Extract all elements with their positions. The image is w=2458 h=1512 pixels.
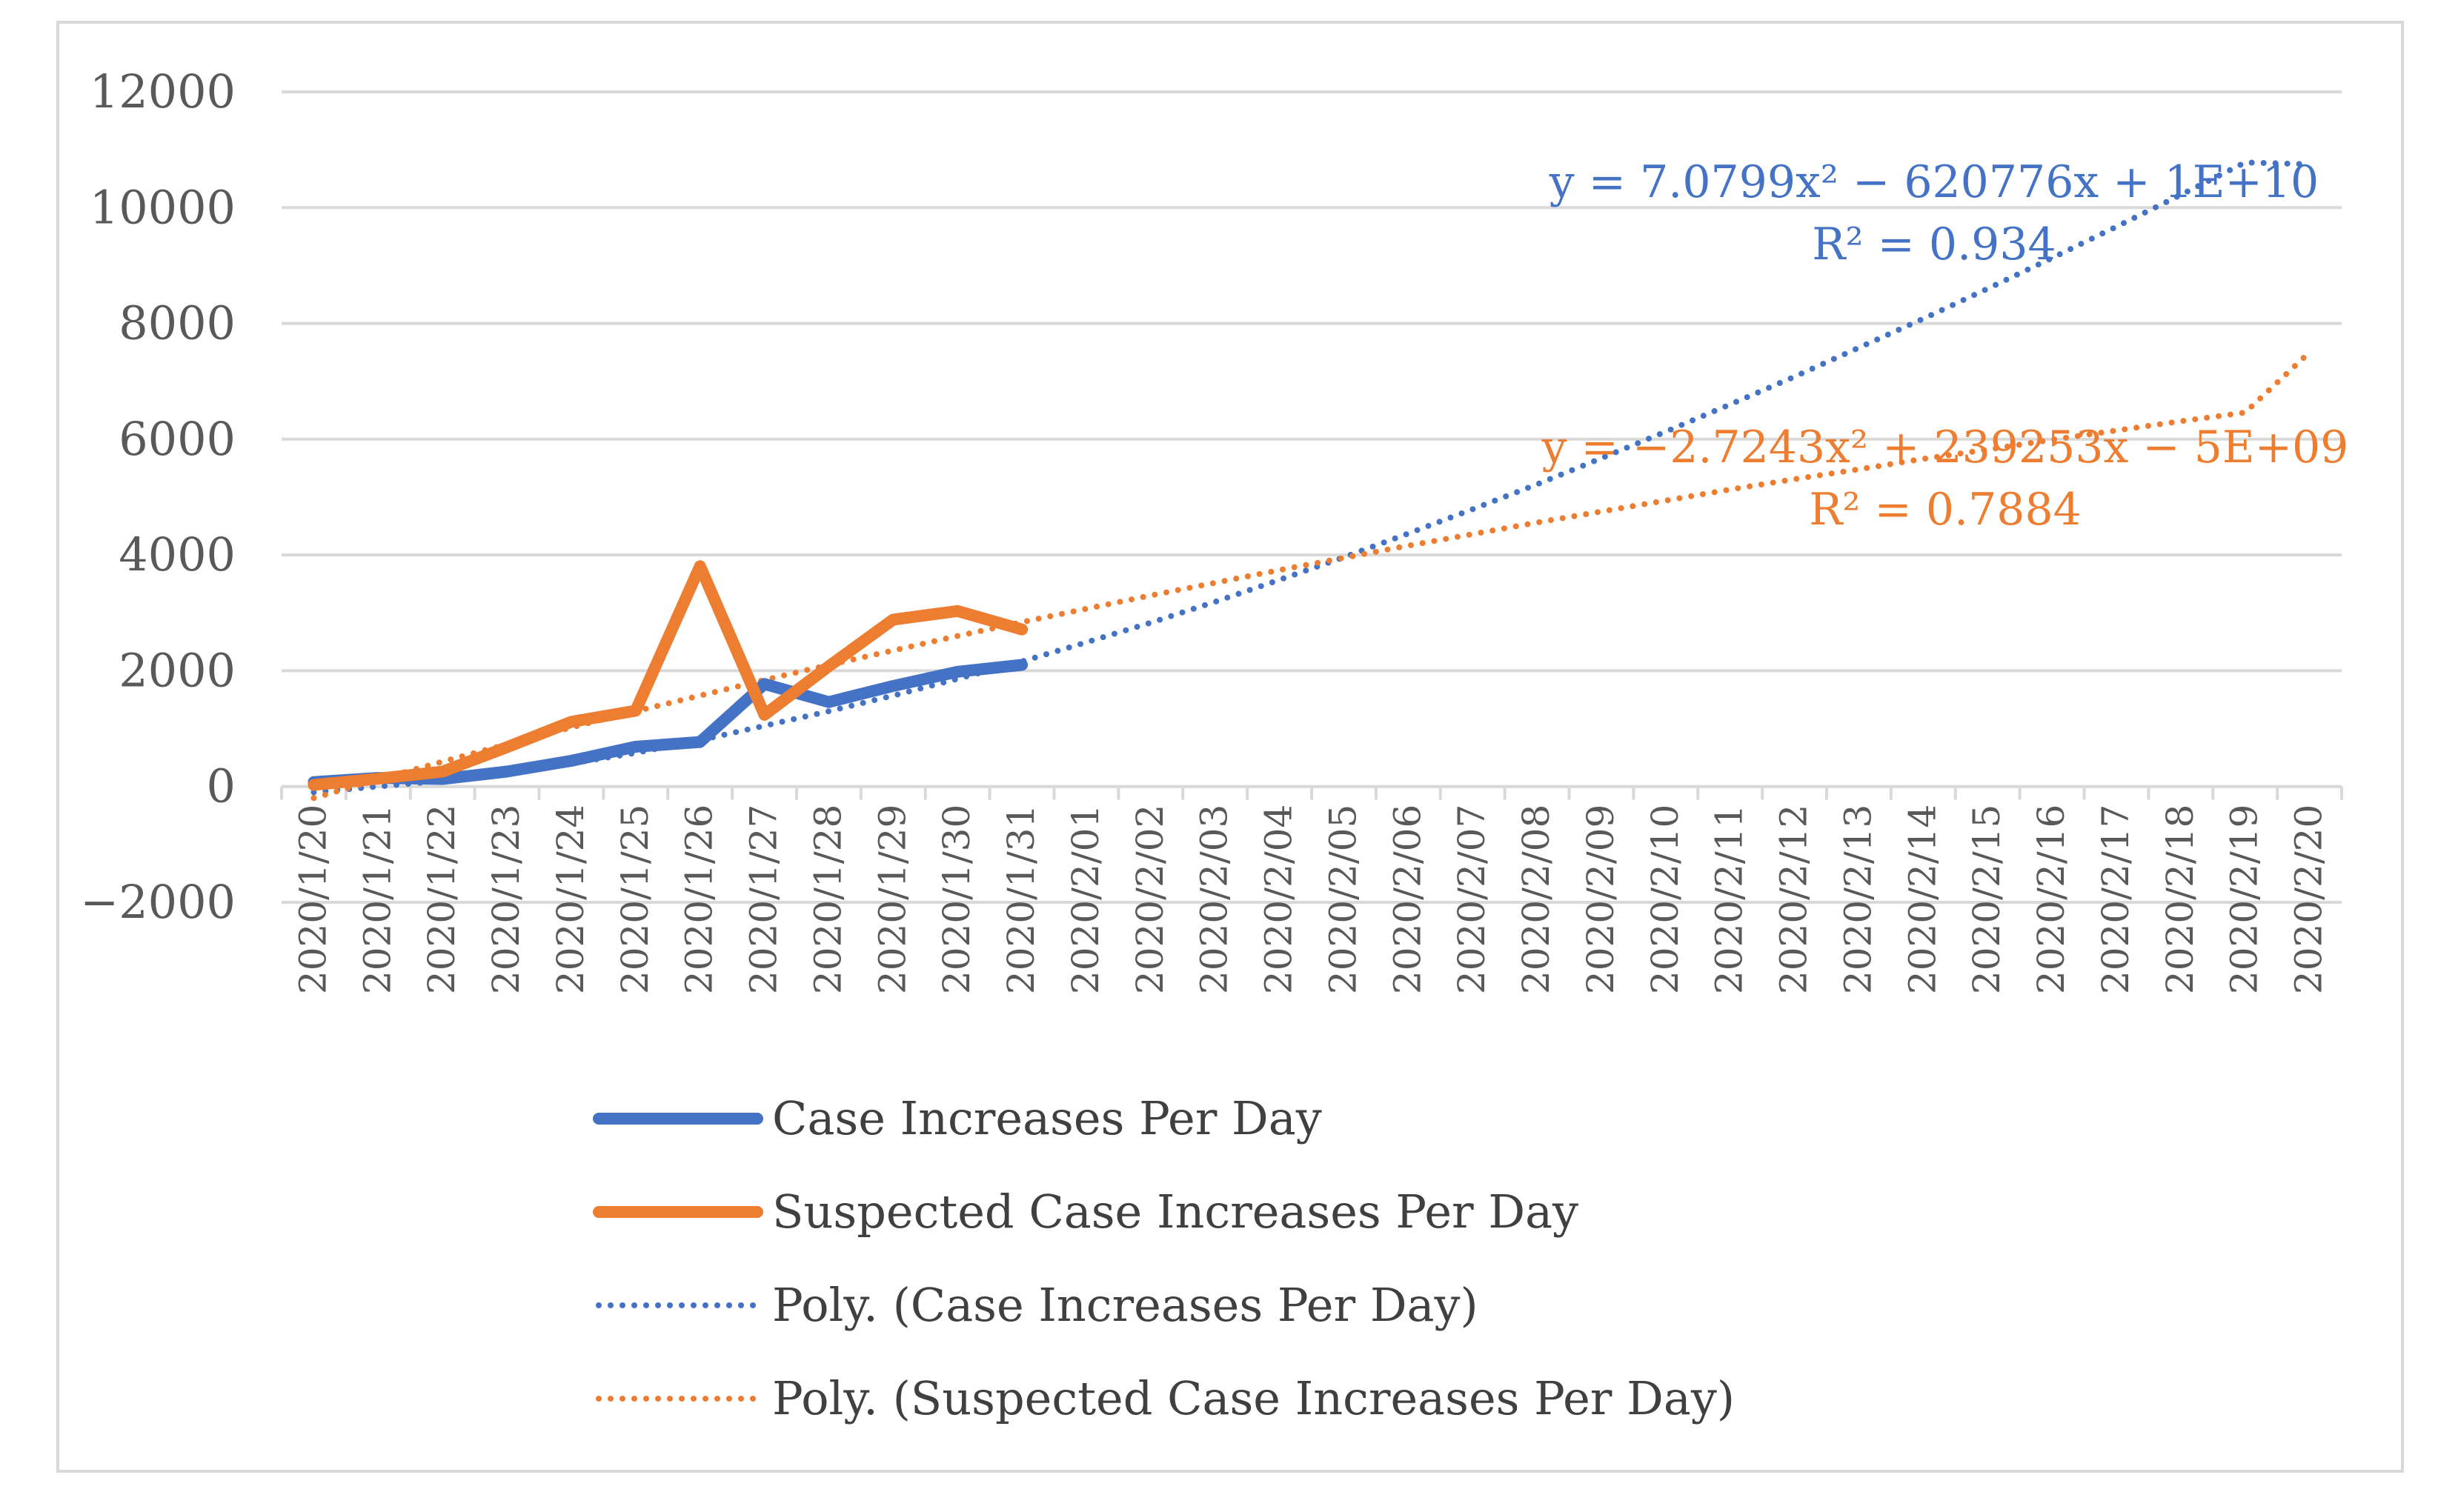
x-tick-label: 2020/2/11 xyxy=(1708,805,1751,994)
legend-label: Poly. (Suspected Case Increases Per Day) xyxy=(772,1371,1735,1425)
trendline-r2: R² = 0.934 xyxy=(1812,219,2056,270)
x-tick-label: 2020/2/17 xyxy=(2094,805,2137,994)
y-tick-label: 8000 xyxy=(119,296,236,350)
x-tick-label: 2020/2/06 xyxy=(1386,805,1429,994)
x-tick-label: 2020/1/30 xyxy=(935,805,978,994)
x-tick-label: 2020/2/07 xyxy=(1450,805,1493,994)
x-tick-label: 2020/1/20 xyxy=(291,805,334,994)
trendline-equation: y = 7.0799x² − 620776x + 1E+10 xyxy=(1549,156,2319,208)
x-tick-label: 2020/2/05 xyxy=(1321,805,1364,994)
x-tick-label: 2020/2/12 xyxy=(1773,805,1816,994)
y-tick-label: 0 xyxy=(207,759,236,813)
x-tick-label: 2020/2/19 xyxy=(2223,805,2266,994)
case-series-line xyxy=(308,659,1029,788)
legend-label: Suspected Case Increases Per Day xyxy=(772,1185,1578,1239)
x-tick-label: 2020/1/28 xyxy=(806,805,849,994)
legend-label: Case Increases Per Day xyxy=(772,1091,1322,1145)
x-tick-label: 2020/1/23 xyxy=(485,805,528,994)
y-tick-label: 4000 xyxy=(119,527,236,582)
x-axis: 2020/1/20 2020/1/21 2020/1/22 2020/1/23 2020… xyxy=(280,785,2343,994)
x-tick-label: 2020/2/03 xyxy=(1193,805,1236,994)
legend: Case Increases Per Day Suspected Case Inc… xyxy=(593,1091,1735,1425)
x-tick-label: 2020/1/26 xyxy=(678,805,721,994)
x-tick-label: 2020/2/18 xyxy=(2159,805,2202,994)
chart-frame xyxy=(56,21,2404,1473)
y-tick-label: 12000 xyxy=(90,64,236,119)
x-tick-label: 2020/1/21 xyxy=(356,805,399,994)
x-tick-label: 2020/2/09 xyxy=(1579,805,1622,994)
suspected-series-line xyxy=(308,560,1029,791)
x-tick-label: 2020/1/25 xyxy=(614,805,657,994)
series-lines xyxy=(308,159,2313,802)
x-tick-label: 2020/1/24 xyxy=(549,805,592,994)
x-tick-label: 2020/2/13 xyxy=(1836,805,1879,994)
suspected-trendline xyxy=(310,349,2313,802)
y-tick-label: 6000 xyxy=(119,412,236,466)
x-tick-label: 2020/2/10 xyxy=(1644,805,1687,994)
x-tick-label: 2020/2/15 xyxy=(1965,805,2008,994)
y-tick-label: −2000 xyxy=(80,875,236,929)
x-tick-label: 2020/2/04 xyxy=(1258,805,1301,994)
x-tick-label: 2020/1/22 xyxy=(420,805,463,994)
x-tick-label: 2020/2/08 xyxy=(1515,805,1558,994)
x-tick-label: 2020/2/14 xyxy=(1901,805,1944,994)
legend-label: Poly. (Case Increases Per Day) xyxy=(772,1278,1478,1332)
x-tick-label: 2020/2/16 xyxy=(2030,805,2073,994)
x-tick-label: 2020/1/31 xyxy=(1000,805,1043,994)
x-tick-label: 2020/1/27 xyxy=(743,805,785,994)
y-tick-label: 10000 xyxy=(90,180,236,234)
y-axis-ticks: −2000 0 2000 4000 6000 8000 10000 12000 xyxy=(80,64,236,929)
y-tick-label: 2000 xyxy=(119,643,236,697)
x-tick-label: 2020/2/02 xyxy=(1129,805,1172,994)
trendline-equations: y = 7.0799x² − 620776x + 1E+10 R² = 0.934… xyxy=(1541,156,2349,536)
x-tick-label: 2020/2/01 xyxy=(1064,805,1107,994)
x-tick-label: 2020/1/29 xyxy=(871,805,914,994)
trendline-r2: R² = 0.7884 xyxy=(1809,484,2082,536)
trendline-equation: y = −2.7243x² + 239253x − 5E+09 xyxy=(1541,422,2349,473)
x-tick-label: 2020/2/20 xyxy=(2288,805,2331,994)
